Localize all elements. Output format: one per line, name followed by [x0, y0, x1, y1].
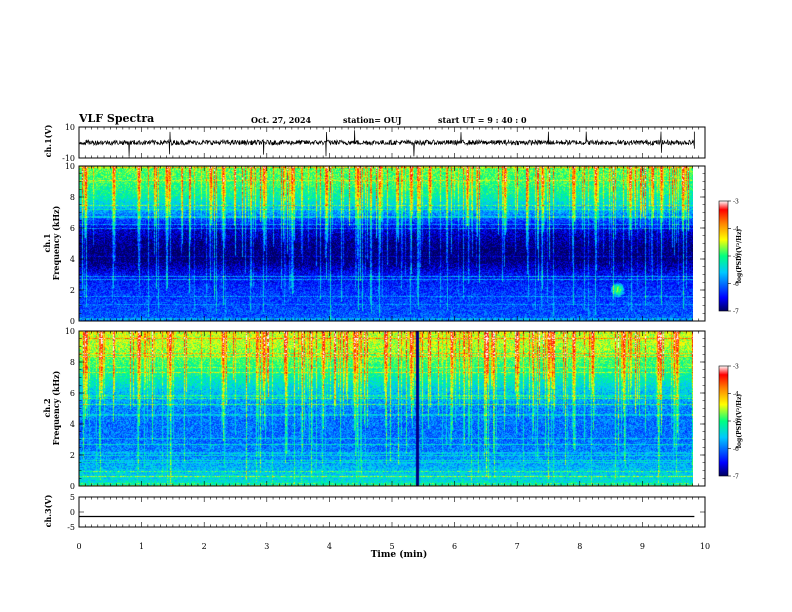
ch1_waveform-ytick-label: 10 — [65, 123, 75, 132]
x-tick-label: 5 — [389, 542, 394, 551]
ch2-spectrogram-image — [79, 331, 693, 486]
colorbar-tick-label: -7 — [733, 474, 739, 481]
ch1_spectrogram-ytick-label: 8 — [70, 193, 75, 202]
colorbar-tick-label: -5 — [733, 419, 739, 426]
colorbar-tick-label: -6 — [733, 446, 739, 453]
ch1_spectrogram-ytick-label: 2 — [70, 286, 75, 295]
ch2-spec-ylabel-ch: ch.2 — [42, 398, 52, 417]
ch2_spectrogram-ytick-label: 0 — [70, 482, 75, 491]
ch3_waveform-ytick-label: 0 — [70, 508, 75, 517]
start-ut-label: start UT = 9 : 40 : 0 — [438, 115, 527, 125]
x-axis-label: Time (min) — [371, 549, 428, 560]
ch2-colorbar-label: log(PSD)(V²/Hz) — [736, 394, 743, 449]
x-tick-label: 10 — [700, 542, 710, 551]
ch2_spectrogram-ytick-label: 4 — [70, 420, 75, 429]
ch1-spec-ylabel-freq: Frequency (kHz) — [51, 205, 61, 280]
colorbar-tick-label: -7 — [733, 309, 739, 316]
colorbar-tick-label: -5 — [733, 254, 739, 261]
ch2-spec-ylabel-freq: Frequency (kHz) — [51, 370, 61, 445]
colorbar-tick-label: -3 — [733, 199, 739, 206]
ch3_waveform-ytick-label: -5 — [67, 523, 75, 532]
ch3-waveform-ylabel: ch.3(V) — [43, 494, 53, 527]
plot-title: VLF Spectra — [79, 112, 155, 125]
colorbar-tick-label: -4 — [733, 391, 739, 398]
ch1-waveform-trace — [78, 130, 695, 157]
x-tick-label: 8 — [577, 542, 582, 551]
ch2_spectrogram-ytick-label: 6 — [70, 389, 75, 398]
x-tick-label: 6 — [452, 542, 457, 551]
x-tick-label: 0 — [76, 542, 81, 551]
ch2-colorbar — [718, 365, 729, 477]
station-label: station= OUJ — [343, 115, 402, 125]
ch1-spectrogram-image — [79, 166, 693, 321]
x-tick-label: 9 — [640, 542, 645, 551]
ch3_waveform-ytick-label: 5 — [70, 493, 75, 502]
ch1-spec-ylabel-ch: ch.1 — [42, 233, 52, 252]
ch1_waveform-ytick-label: -10 — [62, 154, 75, 163]
x-tick-label: 7 — [515, 542, 520, 551]
ch1-waveform-ylabel: ch.1(V) — [43, 124, 53, 157]
ch2_spectrogram-ytick-label: 10 — [65, 327, 75, 336]
x-tick-label: 3 — [264, 542, 269, 551]
ch2_spectrogram-ytick-label: 8 — [70, 358, 75, 367]
colorbar-tick-label: -4 — [733, 226, 739, 233]
ch1_spectrogram-ytick-label: 4 — [70, 255, 75, 264]
ch1_spectrogram-ytick-label: 10 — [65, 162, 75, 171]
ch1_spectrogram-ytick-label: 0 — [70, 317, 75, 326]
ch1-colorbar-label: log(PSD)(V²/Hz) — [736, 229, 743, 284]
x-tick-label: 1 — [139, 542, 144, 551]
x-tick-label: 4 — [327, 542, 332, 551]
date-label: Oct. 27, 2024 — [251, 115, 312, 125]
ch2_spectrogram-ytick-label: 2 — [70, 451, 75, 460]
colorbar-tick-label: -6 — [733, 281, 739, 288]
ch1_spectrogram-ytick-label: 6 — [70, 224, 75, 233]
colorbar-tick-label: -3 — [733, 364, 739, 371]
ch1-colorbar — [718, 200, 729, 312]
x-tick-label: 2 — [202, 542, 207, 551]
